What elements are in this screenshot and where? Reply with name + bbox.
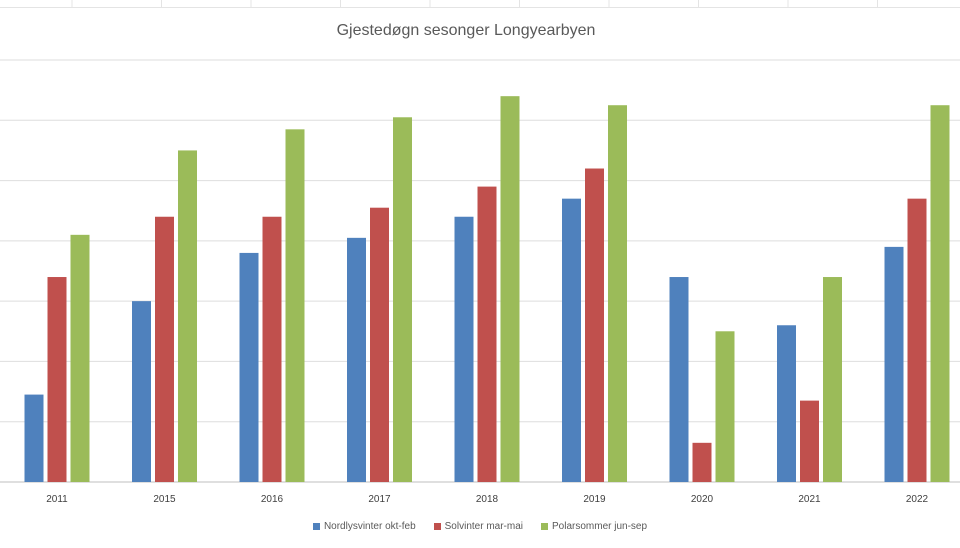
bar-2015-3 [178,150,197,482]
x-tick-label: 2015 [153,494,176,505]
bar-2017-2 [370,207,389,482]
x-tick-label: 2019 [583,494,606,505]
bar-2018-1 [454,216,474,482]
x-tick-label: 2017 [368,494,391,505]
legend-item: Nordlysvinter okt-feb [312,521,416,532]
legend-label: Polarsommer jun-sep [552,521,648,532]
bar-2015-2 [155,216,174,482]
legend-label: Nordlysvinter okt-feb [323,521,416,532]
bar-2016-1 [239,252,259,482]
legend-item: Polarsommer jun-sep [541,521,647,532]
bar-2016-3 [285,129,305,483]
bar-2019-2 [585,168,604,482]
x-tick-labels: 2011 2015 2016 2017 2018 2019 2020 2021 2022 [46,494,928,505]
bar-2015-1 [132,301,151,482]
bar-2011-2 [47,277,67,482]
bar-2020-3 [715,331,735,482]
bars [24,96,950,483]
bar-2017-1 [347,237,366,482]
bar-2022-3 [930,105,950,482]
legend-swatch [433,523,441,530]
legend: Nordlysvinter okt-feb Solvinter mar-mai Po… [0,521,960,532]
x-tick-label: 2021 [798,494,821,505]
bar-2019-3 [608,105,627,482]
x-tick-label: 2018 [476,494,499,505]
x-tick-label: 2020 [691,494,714,505]
bar-2020-1 [669,277,689,482]
bar-2020-2 [692,442,712,482]
bar-2022-2 [907,198,927,482]
bar-2019-1 [562,198,581,482]
legend-label: Solvinter mar-mai [444,521,523,532]
chart-title: Gjestedøgn sesonger Longyearbyen [336,22,596,39]
bar-2016-2 [262,216,282,482]
legend-swatch [312,523,320,530]
x-tick-label: 2011 [46,494,68,505]
bar-2011-1 [24,394,44,482]
bar-2021-1 [777,325,796,482]
bar-2017-3 [393,117,412,483]
x-tick-label: 2022 [906,494,929,505]
top-grid-strip [0,0,960,8]
legend-swatch [541,523,548,530]
bar-2018-3 [500,96,520,483]
bar-2018-2 [477,186,497,482]
bar-2022-1 [884,246,904,482]
bar-2021-2 [800,400,819,482]
x-tick-label: 2016 [261,494,284,505]
bar-2011-3 [70,234,90,482]
legend-item: Solvinter mar-mai [433,521,523,532]
bar-2021-3 [823,277,842,482]
bar-chart: 2011 2015 2016 2017 2018 2019 2020 2021 2022 [0,59,960,505]
